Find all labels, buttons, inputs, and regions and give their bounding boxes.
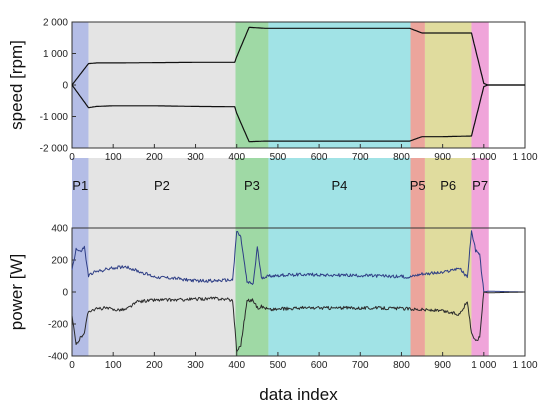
phase-band-p2-top [88, 22, 236, 148]
speed-series-line-1 [71, 26, 525, 86]
y-tick-label: 0 [62, 81, 68, 92]
y-tick-label: -200 [48, 320, 68, 331]
x-tick-label: 300 [187, 152, 204, 163]
x-tick-label: 400 [228, 152, 245, 163]
phase-label: P7 [472, 178, 488, 193]
power-series-line-1 [71, 230, 525, 293]
speed-series-line-2 [71, 84, 525, 143]
x-tick-label: 200 [146, 360, 163, 371]
x-tick-label: 500 [270, 152, 287, 163]
y-tick-label: 2 000 [43, 18, 68, 29]
x-tick-label: 600 [311, 360, 328, 371]
phase-band-p4-bottom [268, 158, 411, 356]
labels: P1 P2 P3 P4 P5 P6 P7 0 100 200 300 400 500 600 700 800 9… [7, 18, 538, 405]
x-tick-label: 700 [352, 152, 369, 163]
phase-bands [72, 22, 489, 356]
y-tick-label: 1 000 [43, 49, 68, 60]
x-tick-label: 1 000 [471, 152, 496, 163]
series-lines [71, 26, 525, 353]
phase-band-p3-bottom [235, 158, 269, 356]
phase-label: P4 [332, 178, 348, 193]
x-tick-label: 900 [434, 360, 451, 371]
power-series-line-2 [71, 291, 525, 353]
y-tick-label: -2 000 [40, 144, 69, 155]
y-tick-label: 200 [51, 256, 68, 267]
x-tick-label: 1 000 [471, 360, 496, 371]
phase-band-p2-bottom [88, 158, 236, 356]
x-tick-label: 400 [228, 360, 245, 371]
phase-band-p3-top [235, 22, 269, 148]
phase-band-p5-top [410, 22, 425, 148]
phase-label: P2 [154, 178, 170, 193]
x-tick-label: 800 [393, 360, 410, 371]
y-tick-label: 0 [62, 288, 68, 299]
x-tick-label: 0 [69, 360, 75, 371]
y-tick-label: -400 [48, 352, 68, 363]
y-axis-label: power [W] [7, 254, 26, 331]
phase-band-p6-top [424, 22, 472, 148]
y-tick-label: -1 000 [40, 112, 69, 123]
y-axis-label: speed [rpm] [7, 40, 26, 130]
x-tick-label: 300 [187, 360, 204, 371]
x-tick-label: 1 100 [512, 360, 537, 371]
x-tick-label: 100 [105, 360, 122, 371]
x-tick-label: 500 [270, 360, 287, 371]
phase-label: P6 [440, 178, 456, 193]
x-tick-label: 900 [434, 152, 451, 163]
phase-band-p7-top [471, 22, 489, 148]
x-tick-label: 700 [352, 360, 369, 371]
phase-band-p4-top [268, 22, 411, 148]
x-tick-label: 200 [146, 152, 163, 163]
phase-band-p6-bottom [424, 158, 472, 356]
phase-band-p1-top [72, 22, 89, 148]
phase-label: P5 [410, 178, 426, 193]
x-tick-label: 100 [105, 152, 122, 163]
x-tick-label: 800 [393, 152, 410, 163]
x-tick-label: 0 [69, 152, 75, 163]
phase-label: P3 [244, 178, 260, 193]
phase-band-p5-bottom [410, 158, 425, 356]
phase-label: P1 [72, 178, 88, 193]
x-tick-label: 600 [311, 152, 328, 163]
phase-band-p1-bottom [72, 158, 89, 356]
x-axis-label: data index [259, 385, 338, 404]
x-tick-label: 1 100 [512, 152, 537, 163]
y-tick-label: 400 [51, 224, 68, 235]
